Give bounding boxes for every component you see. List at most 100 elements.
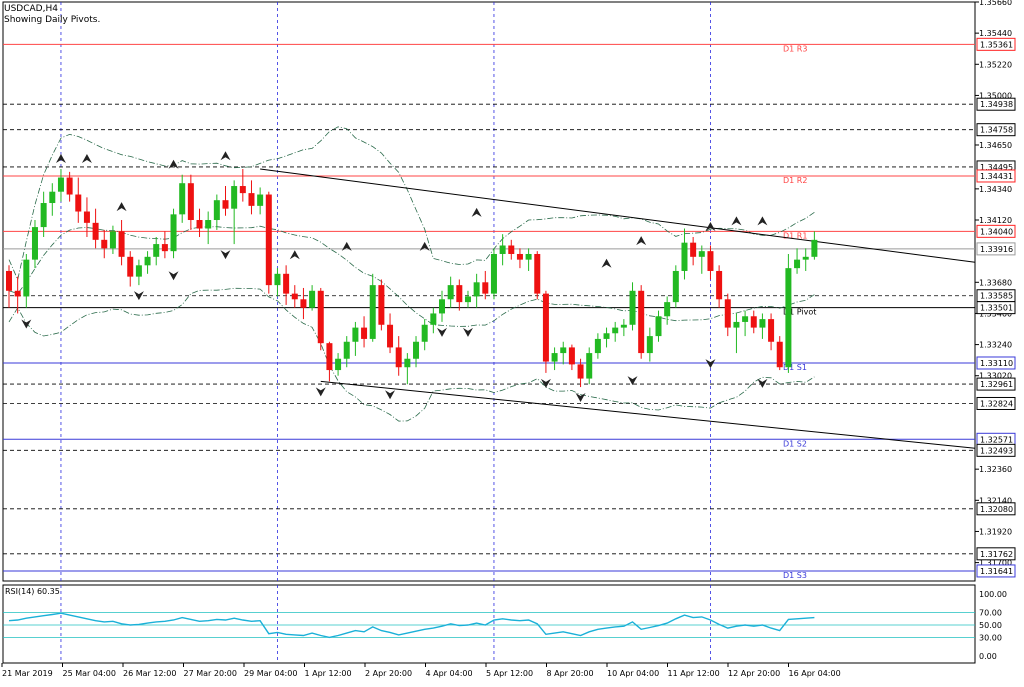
fractal-up-arrow [757,216,768,226]
fractal-down-arrow [627,376,638,386]
fractal-down-arrow [757,378,768,388]
bullish-candle [153,244,160,257]
fractal-down-arrow [540,378,551,388]
pivot-line-label: D1 S3 [783,571,807,580]
bullish-candle [274,273,281,286]
fractal-up-arrow [601,258,612,268]
chart-symbol-title: USDCAD,H4 [4,4,58,14]
bullish-candle [309,290,316,308]
bearish-candle [456,285,463,303]
bullish-candle [603,333,610,339]
price-label-box [976,547,1016,561]
rsi-axis-tick-label: 70.00 [979,609,1002,618]
bullish-candle [23,259,30,297]
price-label: 1.32080 [980,505,1013,514]
price-label-box [976,37,1016,51]
price-label-box [976,242,1016,256]
bearish-candle [161,244,168,252]
bullish-candle [213,200,220,221]
price-label-box [976,356,1016,370]
bearish-candle [482,282,489,294]
bullish-candle [802,256,809,260]
bullish-candle [170,214,177,252]
x-axis-tick-label: 12 Apr 20:00 [728,669,780,678]
fractal-down-arrow [220,250,231,260]
bearish-candle [542,293,549,362]
bearish-candle [395,347,402,368]
bearish-candle [534,253,541,294]
rsi-axis-tick-label: 50.00 [979,621,1002,630]
bearish-candle [300,299,307,308]
y-axis-tick-label: 1.33240 [979,341,1012,350]
fractal-down-arrow [133,291,144,301]
x-axis-tick-label: 26 Mar 12:00 [123,669,176,678]
x-axis-tick-label: 21 Mar 2019 [2,669,53,678]
bullish-candle [421,324,428,342]
bullish-candle [335,358,342,371]
bearish-candle [568,347,575,365]
bullish-candle [352,327,359,342]
bullish-candle [560,347,567,354]
bullish-candle [681,242,688,271]
bearish-candle [724,299,731,328]
bearish-candle [716,270,723,300]
bearish-candle [83,211,90,223]
price-label: 1.34938 [980,100,1013,109]
y-axis-tick-label: 1.35660 [979,0,1012,7]
price-label-box [976,396,1016,410]
bullish-candle [525,253,532,260]
y-axis-tick-label: 1.34340 [979,185,1012,194]
bullish-candle [57,177,64,192]
price-label-box [976,301,1016,315]
bearish-candle [378,285,385,325]
bullish-candle [759,319,766,328]
fractal-up-arrow [55,154,66,164]
y-axis-tick-label: 1.34120 [979,216,1012,225]
fractal-up-arrow [341,241,352,251]
bullish-candle [499,245,506,254]
bullish-candle [447,285,454,300]
rsi-plot-frame [2,584,976,664]
fractal-up-arrow [220,151,231,161]
fractal-up-arrow [168,159,179,169]
main-plot-frame [2,1,976,582]
price-label: 1.33501 [980,304,1013,313]
pivot-line-label: D1 S2 [783,439,807,448]
price-label-box [976,564,1016,578]
x-axis-tick-label: 4 Apr 04:00 [426,669,473,678]
bearish-candle [14,290,21,297]
bearish-candle [707,251,714,271]
bearish-candle [239,186,246,194]
bullish-candle [672,270,679,303]
fractal-down-arrow [21,319,32,329]
bearish-candle [361,327,368,339]
bullish-candle [612,327,619,334]
price-label: 1.33110 [980,359,1013,368]
bullish-candle [620,324,627,328]
bullish-candle [430,313,437,325]
x-axis-tick-label: 29 Mar 04:00 [244,669,297,678]
fractal-up-arrow [471,207,482,217]
bullish-candle [629,290,636,325]
bullish-candle [109,231,116,249]
bearish-candle [690,242,697,257]
bearish-candle [577,364,584,379]
price-label-box [976,443,1016,457]
bearish-candle [750,316,757,328]
x-axis-tick-label: 25 Mar 04:00 [63,669,116,678]
y-axis-tick-label: 1.32360 [979,465,1012,474]
chart-subtitle: Showing Daily Pivots. [4,15,101,25]
pivot-line-label: D1 Pivot [783,308,816,317]
price-label: 1.34758 [980,126,1013,135]
bearish-candle [187,183,194,221]
bearish-candle [118,231,125,257]
price-label: 1.34431 [980,172,1013,181]
price-label: 1.32571 [980,435,1013,444]
bullish-candle [40,203,47,228]
bullish-candle [794,259,801,269]
price-label: 1.31762 [980,550,1013,559]
bearish-candle [101,239,108,249]
pivot-line-label: D1 R3 [783,44,807,53]
price-label: 1.32961 [980,380,1013,389]
